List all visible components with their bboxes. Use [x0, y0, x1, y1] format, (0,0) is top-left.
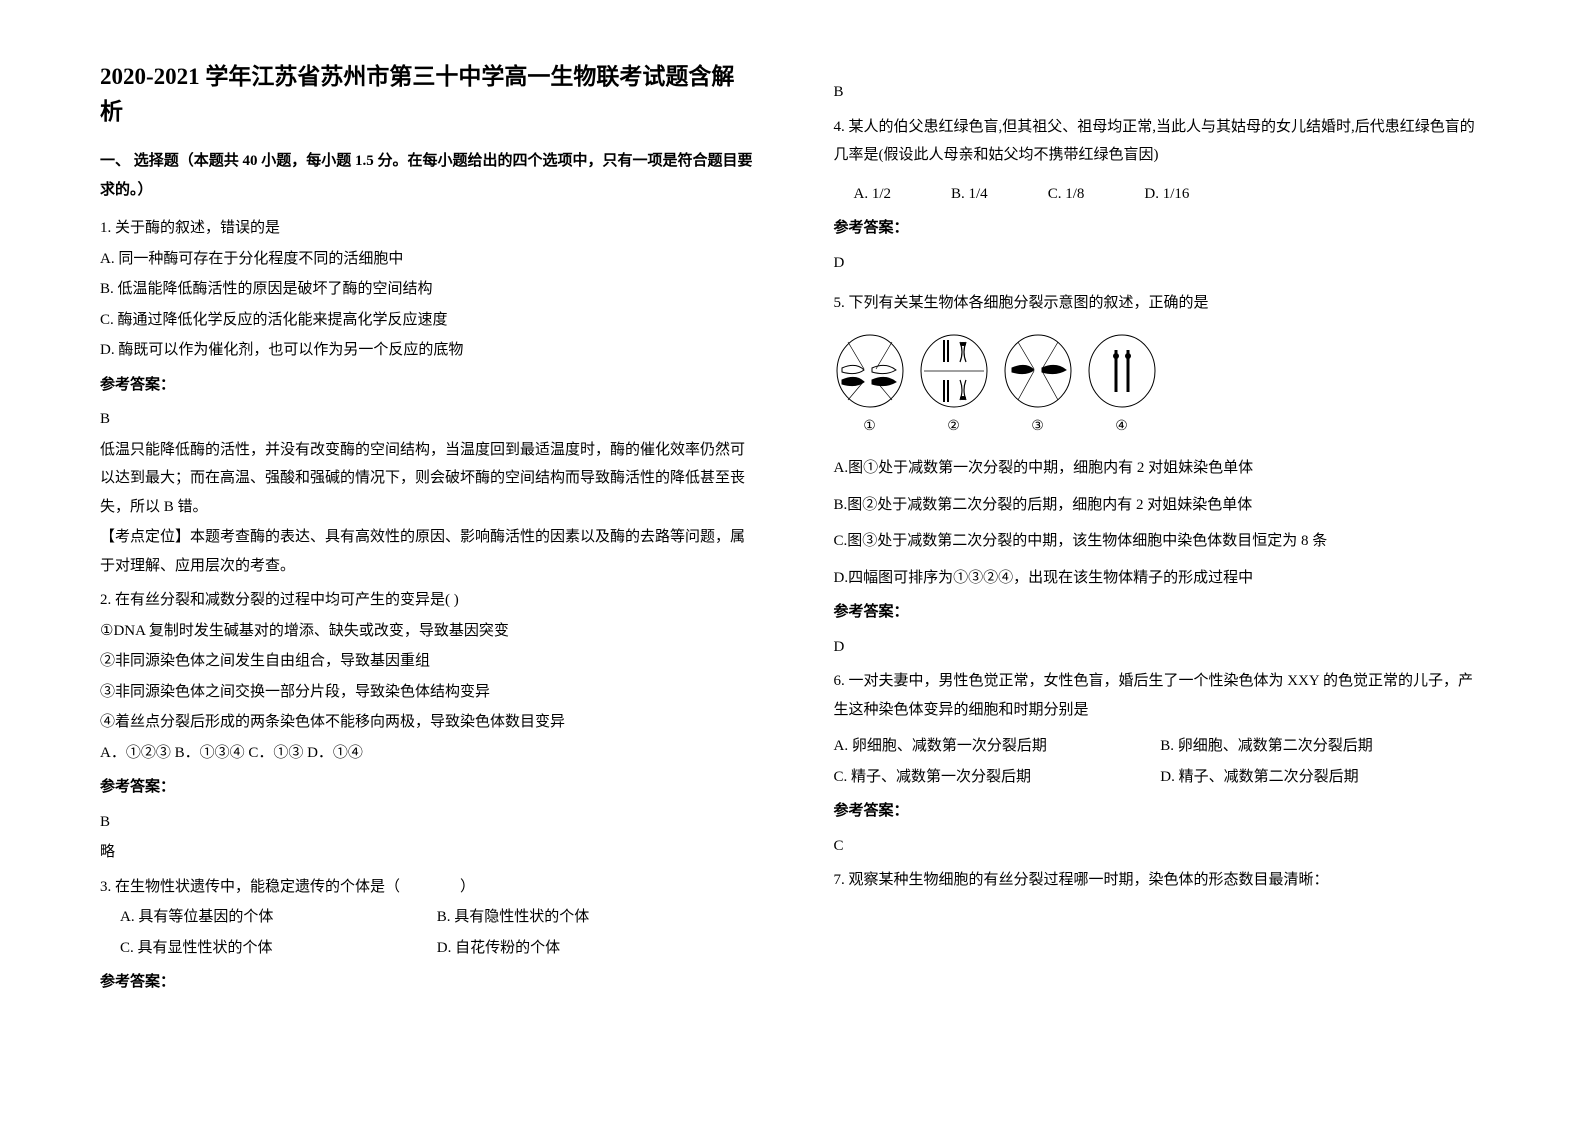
cell-diagram-2: ② — [918, 332, 990, 441]
cell-label-3: ③ — [1031, 414, 1044, 441]
q5-answer-label: 参考答案： — [834, 598, 1488, 627]
section-1-header: 一、 选择题（本题共 40 小题，每小题 1.5 分。在每小题给出的四个选项中，… — [100, 147, 754, 204]
q5-option-a: A.图①处于减数第一次分裂的中期，细胞内有 2 对姐妹染色单体 — [834, 454, 1488, 483]
q3-options-row1: A. 具有等位基因的个体 B. 具有隐性性状的个体 — [100, 903, 754, 932]
q6-answer-label: 参考答案： — [834, 797, 1488, 826]
q1-answer-label: 参考答案： — [100, 371, 754, 400]
q6-option-c: C. 精子、减数第一次分裂后期 — [834, 763, 1161, 792]
q4-option-b: B. 1/4 — [951, 180, 988, 209]
q4-answer: D — [834, 249, 1488, 278]
q5-option-d: D.四幅图可排序为①③②④，出现在该生物体精子的形成过程中 — [834, 564, 1488, 593]
cell-diagram-1: ① — [834, 332, 906, 441]
q2-explain: 略 — [100, 838, 754, 867]
q4-option-a: A. 1/2 — [854, 180, 892, 209]
q4-option-c: C. 1/8 — [1048, 180, 1085, 209]
q6-answer: C — [834, 832, 1488, 861]
q2-sub-3: ③非同源染色体之间交换一部分片段，导致染色体结构变异 — [100, 678, 754, 707]
q2-sub-4: ④着丝点分裂后形成的两条染色体不能移向两极，导致染色体数目变异 — [100, 708, 754, 737]
q4-option-d: D. 1/16 — [1144, 180, 1189, 209]
q6-option-d: D. 精子、减数第二次分裂后期 — [1160, 763, 1487, 792]
q1-option-a: A. 同一种酶可存在于分化程度不同的活细胞中 — [100, 245, 754, 274]
q1-option-d: D. 酶既可以作为催化剂，也可以作为另一个反应的底物 — [100, 336, 754, 365]
q7-stem: 7. 观察某种生物细胞的有丝分裂过程哪一时期，染色体的形态数目最清晰： — [834, 866, 1488, 895]
q3-option-d: D. 自花传粉的个体 — [437, 934, 754, 963]
right-column: B 4. 某人的伯父患红绿色盲,但其祖父、祖母均正常,当此人与其姑母的女儿结婚时… — [834, 60, 1488, 1082]
cell-diagram-3: ③ — [1002, 332, 1074, 441]
cell-label-4: ④ — [1115, 414, 1128, 441]
q3-stem: 3. 在生物性状遗传中，能稳定遗传的个体是（ ） — [100, 873, 754, 902]
cell-label-2: ② — [947, 414, 960, 441]
q3-options-row2: C. 具有显性性状的个体 D. 自花传粉的个体 — [100, 934, 754, 963]
q5-option-c: C.图③处于减数第二次分裂的中期，该生物体细胞中染色体数目恒定为 8 条 — [834, 527, 1488, 556]
q3-answer-label: 参考答案： — [100, 968, 754, 997]
cell-label-1: ① — [863, 414, 876, 441]
q1-option-c: C. 酶通过降低化学反应的活化能来提高化学反应速度 — [100, 306, 754, 335]
q1-stem: 1. 关于酶的叙述，错误的是 — [100, 214, 754, 243]
q5-figure: ① ② — [834, 332, 1488, 441]
q6-options-row1: A. 卵细胞、减数第一次分裂后期 B. 卵细胞、减数第二次分裂后期 — [834, 732, 1488, 761]
q5-answer: D — [834, 633, 1488, 662]
q4-answer-label: 参考答案： — [834, 214, 1488, 243]
q2-answer-label: 参考答案： — [100, 773, 754, 802]
q6-stem: 6. 一对夫妻中，男性色觉正常，女性色盲，婚后生了一个性染色体为 XXY 的色觉… — [834, 667, 1488, 724]
q1-option-b: B. 低温能降低酶活性的原因是破坏了酶的空间结构 — [100, 275, 754, 304]
cell-diagram-4: ④ — [1086, 332, 1158, 441]
q2-options: A．①②③ B．①③④ C．①③ D．①④ — [100, 739, 754, 768]
q3-option-c: C. 具有显性性状的个体 — [120, 934, 437, 963]
q1-explain-1: 低温只能降低酶的活性，并没有改变酶的空间结构，当温度回到最适温度时，酶的催化效率… — [100, 436, 754, 522]
q5-option-b: B.图②处于减数第二次分裂的后期，细胞内有 2 对姐妹染色单体 — [834, 491, 1488, 520]
q6-option-b: B. 卵细胞、减数第二次分裂后期 — [1160, 732, 1487, 761]
q3-answer: B — [834, 78, 1488, 107]
q1-answer: B — [100, 405, 754, 434]
document-title: 2020-2021 学年江苏省苏州市第三十中学高一生物联考试题含解析 — [100, 60, 754, 129]
q1-explain-2: 【考点定位】本题考查酶的表达、具有高效性的原因、影响酶活性的因素以及酶的去路等问… — [100, 523, 754, 580]
q3-option-a: A. 具有等位基因的个体 — [120, 903, 437, 932]
q4-stem: 4. 某人的伯父患红绿色盲,但其祖父、祖母均正常,当此人与其姑母的女儿结婚时,后… — [834, 113, 1488, 170]
q2-stem: 2. 在有丝分裂和减数分裂的过程中均可产生的变异是( ) — [100, 586, 754, 615]
q2-sub-1: ①DNA 复制时发生碱基对的增添、缺失或改变，导致基因突变 — [100, 617, 754, 646]
q3-option-b: B. 具有隐性性状的个体 — [437, 903, 754, 932]
q6-options-row2: C. 精子、减数第一次分裂后期 D. 精子、减数第二次分裂后期 — [834, 763, 1488, 792]
q2-sub-2: ②非同源染色体之间发生自由组合，导致基因重组 — [100, 647, 754, 676]
q5-stem: 5. 下列有关某生物体各细胞分裂示意图的叙述，正确的是 — [834, 289, 1488, 318]
q4-options: A. 1/2 B. 1/4 C. 1/8 D. 1/16 — [834, 180, 1488, 209]
q6-option-a: A. 卵细胞、减数第一次分裂后期 — [834, 732, 1161, 761]
q2-answer: B — [100, 808, 754, 837]
left-column: 2020-2021 学年江苏省苏州市第三十中学高一生物联考试题含解析 一、 选择… — [100, 60, 754, 1082]
